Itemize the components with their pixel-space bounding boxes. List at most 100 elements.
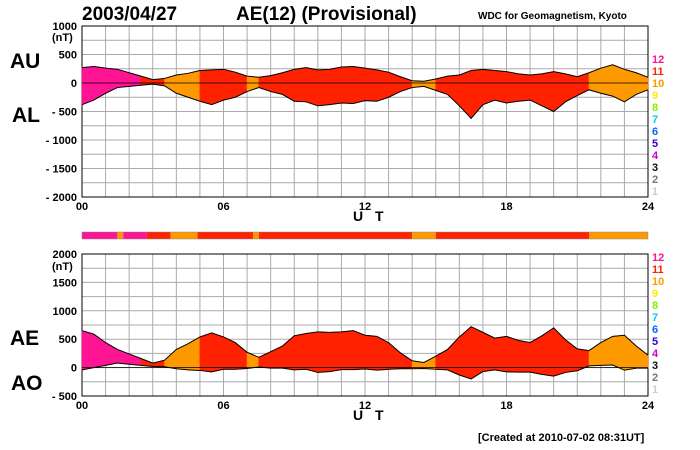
top-y-tick-label: 1000 — [53, 21, 77, 33]
top-area-strip — [600, 64, 613, 97]
top-x-tick-label: 24 — [642, 201, 655, 213]
top-y-tick-label: - 2000 — [46, 192, 77, 204]
top-al-line — [81, 83, 649, 120]
activity-bar-segment — [258, 232, 413, 239]
x-axis-label-bottom: U T — [353, 407, 388, 423]
kp-legend-item: 2 — [652, 372, 659, 384]
kp-legend-item: 7 — [652, 312, 659, 324]
kp-legend-item: 2 — [652, 174, 659, 186]
bottom-x-tick-label: 18 — [500, 400, 512, 412]
kp-legend-item: 11 — [652, 66, 664, 78]
kp-legend-item: 10 — [652, 78, 665, 90]
created-timestamp: [Created at 2010-07-02 08:31UT] — [478, 432, 645, 444]
kp-legend-item: 12 — [652, 252, 665, 264]
top-area-strip — [329, 66, 342, 106]
top-y-tick-label: 500 — [59, 50, 77, 62]
kp-legend-item: 5 — [652, 336, 659, 348]
bottom-area-strip — [482, 331, 496, 372]
top-x-tick-label: 06 — [217, 201, 229, 213]
bottom-y-tick-label: 1500 — [53, 277, 77, 289]
activity-bar-segment — [412, 232, 436, 239]
kp-legend-item: 10 — [652, 276, 665, 288]
top-x-tick-label: 18 — [500, 201, 512, 213]
x-axis-label-top: U T — [353, 208, 388, 224]
bottom-area-strip — [470, 326, 484, 380]
activity-bar-segment — [123, 232, 147, 239]
bottom-x-tick-label: 24 — [642, 400, 655, 412]
bottom-y-tick-label: 2000 — [53, 249, 77, 261]
top-frame — [81, 25, 649, 198]
activity-color-bar — [81, 231, 649, 240]
bottom-frame — [81, 253, 649, 397]
kp-legend-item: 8 — [652, 300, 659, 312]
top-area-strip — [364, 67, 378, 102]
bottom-area-strip — [494, 336, 507, 373]
top-y-tick-label: - 1500 — [46, 164, 77, 176]
top-area-strip — [506, 71, 519, 104]
bottom-y-tick-label: 0 — [71, 363, 77, 375]
bottom-x-tick-label: 00 — [76, 400, 88, 412]
bottom-y-tick-label: - 500 — [52, 391, 77, 403]
unit-label-bottom: (nT) — [52, 261, 73, 273]
top-area-strip — [223, 68, 236, 101]
kp-legend-item: 8 — [652, 102, 659, 114]
top-y-tick-label: - 500 — [52, 107, 77, 119]
top-area-strip — [305, 67, 319, 107]
top-area-strip — [270, 72, 283, 95]
kp-legend-item: 4 — [652, 150, 659, 162]
top-area-strip — [199, 69, 213, 106]
activity-bar-segment — [197, 232, 253, 239]
top-area-strip — [376, 69, 389, 102]
top-area-strip — [494, 70, 507, 104]
bottom-x-tick-label: 06 — [217, 400, 229, 412]
bottom-area-strip — [352, 330, 366, 370]
activity-bar-segment — [82, 232, 118, 239]
top-x-tick-label: 00 — [76, 201, 88, 213]
kp-legend-item: 3 — [652, 360, 659, 372]
bottom-x-tick-label: 12 — [359, 400, 371, 412]
bottom-area-strip — [211, 332, 224, 373]
kp-legend-item: 9 — [652, 288, 659, 300]
ae-label: AE — [10, 327, 40, 350]
bottom-ao-line — [81, 362, 648, 380]
bottom-area-strip — [305, 331, 319, 373]
bottom-area-strip — [81, 330, 95, 371]
bottom-y-tick-label: 500 — [59, 334, 77, 346]
al-label: AL — [12, 104, 40, 127]
top-area-strip — [187, 70, 201, 102]
activity-bar-segment — [435, 232, 590, 239]
top-area-strip — [293, 67, 307, 103]
kp-legend-item: 1 — [652, 186, 659, 198]
bottom-area-strip — [506, 335, 519, 373]
kp-legend-item: 11 — [652, 264, 664, 276]
top-area-strip — [482, 68, 496, 106]
date-title: 2003/04/27 — [82, 4, 178, 25]
bottom-area-strip — [293, 333, 307, 371]
kp-legend-item: 5 — [652, 138, 659, 150]
bottom-y-tick-label: 1000 — [53, 306, 77, 318]
credit-label: WDC for Geomagnetism, Kyoto — [478, 11, 627, 22]
bottom-area-strip — [341, 330, 354, 370]
bottom-area-strip — [364, 334, 378, 371]
activity-bar-frame — [81, 231, 649, 240]
kp-legend-item: 6 — [652, 324, 659, 336]
top-au-line — [81, 64, 649, 82]
top-area-strip — [81, 66, 95, 106]
activity-bar-segment — [170, 232, 198, 239]
top-area-strip — [341, 66, 354, 104]
kp-legend-item: 12 — [652, 54, 665, 66]
au-label: AU — [10, 50, 41, 73]
activity-bar-segment — [117, 232, 124, 239]
top-y-tick-label: - 1000 — [46, 135, 77, 147]
kp-legend-item: 3 — [652, 162, 659, 174]
bottom-ae-line — [81, 326, 649, 364]
chart-title: AE(12) (Provisional) — [236, 4, 417, 25]
top-y-tick-label: 0 — [71, 78, 77, 90]
kp-legend-item: 7 — [652, 114, 659, 126]
top-area-strip — [517, 73, 531, 102]
kp-legend-item: 6 — [652, 126, 659, 138]
bottom-area-strip — [317, 331, 330, 373]
top-area-strip — [317, 69, 330, 107]
